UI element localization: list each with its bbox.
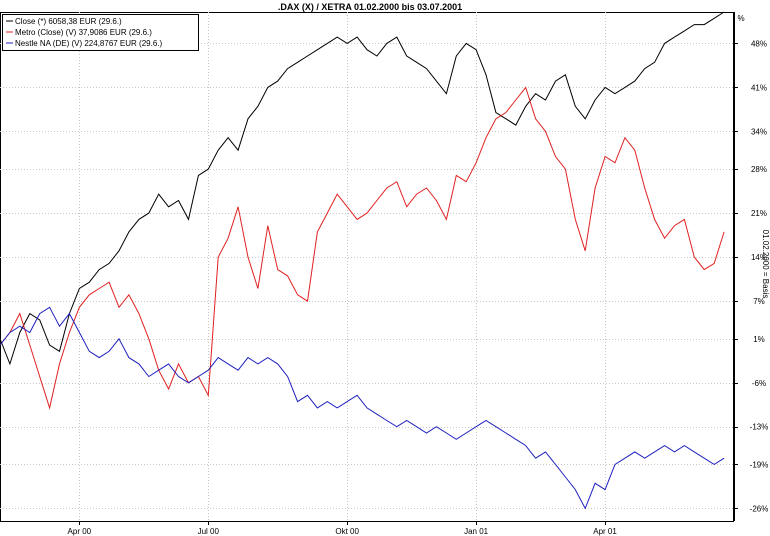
unit-label: %	[737, 14, 744, 23]
legend-entry-0: Close (*) 6058,38 EUR (29.6.)	[15, 17, 122, 26]
x-tick-label: Apr 00	[68, 527, 92, 536]
x-tick-label: Apr 01	[593, 527, 617, 536]
x-tick-label: Jan 01	[464, 527, 489, 536]
y-tick-label: -6%	[752, 379, 766, 388]
y-tick-label: 41%	[751, 83, 767, 92]
legend-box	[2, 14, 199, 51]
y-tick-label: 34%	[751, 127, 767, 136]
y-tick-label: -19%	[750, 460, 769, 469]
series-line-1	[0, 86, 725, 410]
x-tick-label: Okt 00	[335, 527, 359, 536]
series-layer	[0, 11, 725, 510]
y-axis-ticks: 48% 41% 34% 28% 21% 14% 7% 1% -6% -13% -19% -26%	[734, 39, 768, 513]
chart-title: .DAX (X) / XETRA 01.02.2000 bis 03.07.20…	[278, 2, 462, 12]
x-axis-ticks: Apr 00 Jul 00 Okt 00 Jan 01 Apr 01	[68, 521, 617, 536]
y-tick-label: 28%	[751, 165, 767, 174]
y-tick-label: 14%	[751, 253, 767, 262]
plot-frame	[0, 12, 735, 522]
plot-border	[0, 12, 734, 522]
y-tick-label: 1%	[753, 335, 765, 344]
y-tick-label: 48%	[751, 39, 767, 48]
legend: Close (*) 6058,38 EUR (29.6.) Metro (Clos…	[2, 14, 199, 51]
series-line-0	[0, 11, 725, 366]
y-tick-label: 7%	[753, 297, 765, 306]
right-axis-label: 01.02.2000 = Basis	[761, 230, 770, 299]
x-tick-label: Jul 00	[198, 527, 220, 536]
legend-entry-1: Metro (Close) (V) 37,9086 EUR (29.6.)	[15, 28, 152, 37]
legend-entry-2: Nestle NA (DE) (V) 224,8767 EUR (29.6.)	[15, 39, 163, 48]
y-tick-label: -26%	[750, 504, 769, 513]
y-tick-label: 21%	[751, 209, 767, 218]
series-line-2	[0, 306, 725, 510]
y-tick-label: -13%	[750, 423, 769, 432]
